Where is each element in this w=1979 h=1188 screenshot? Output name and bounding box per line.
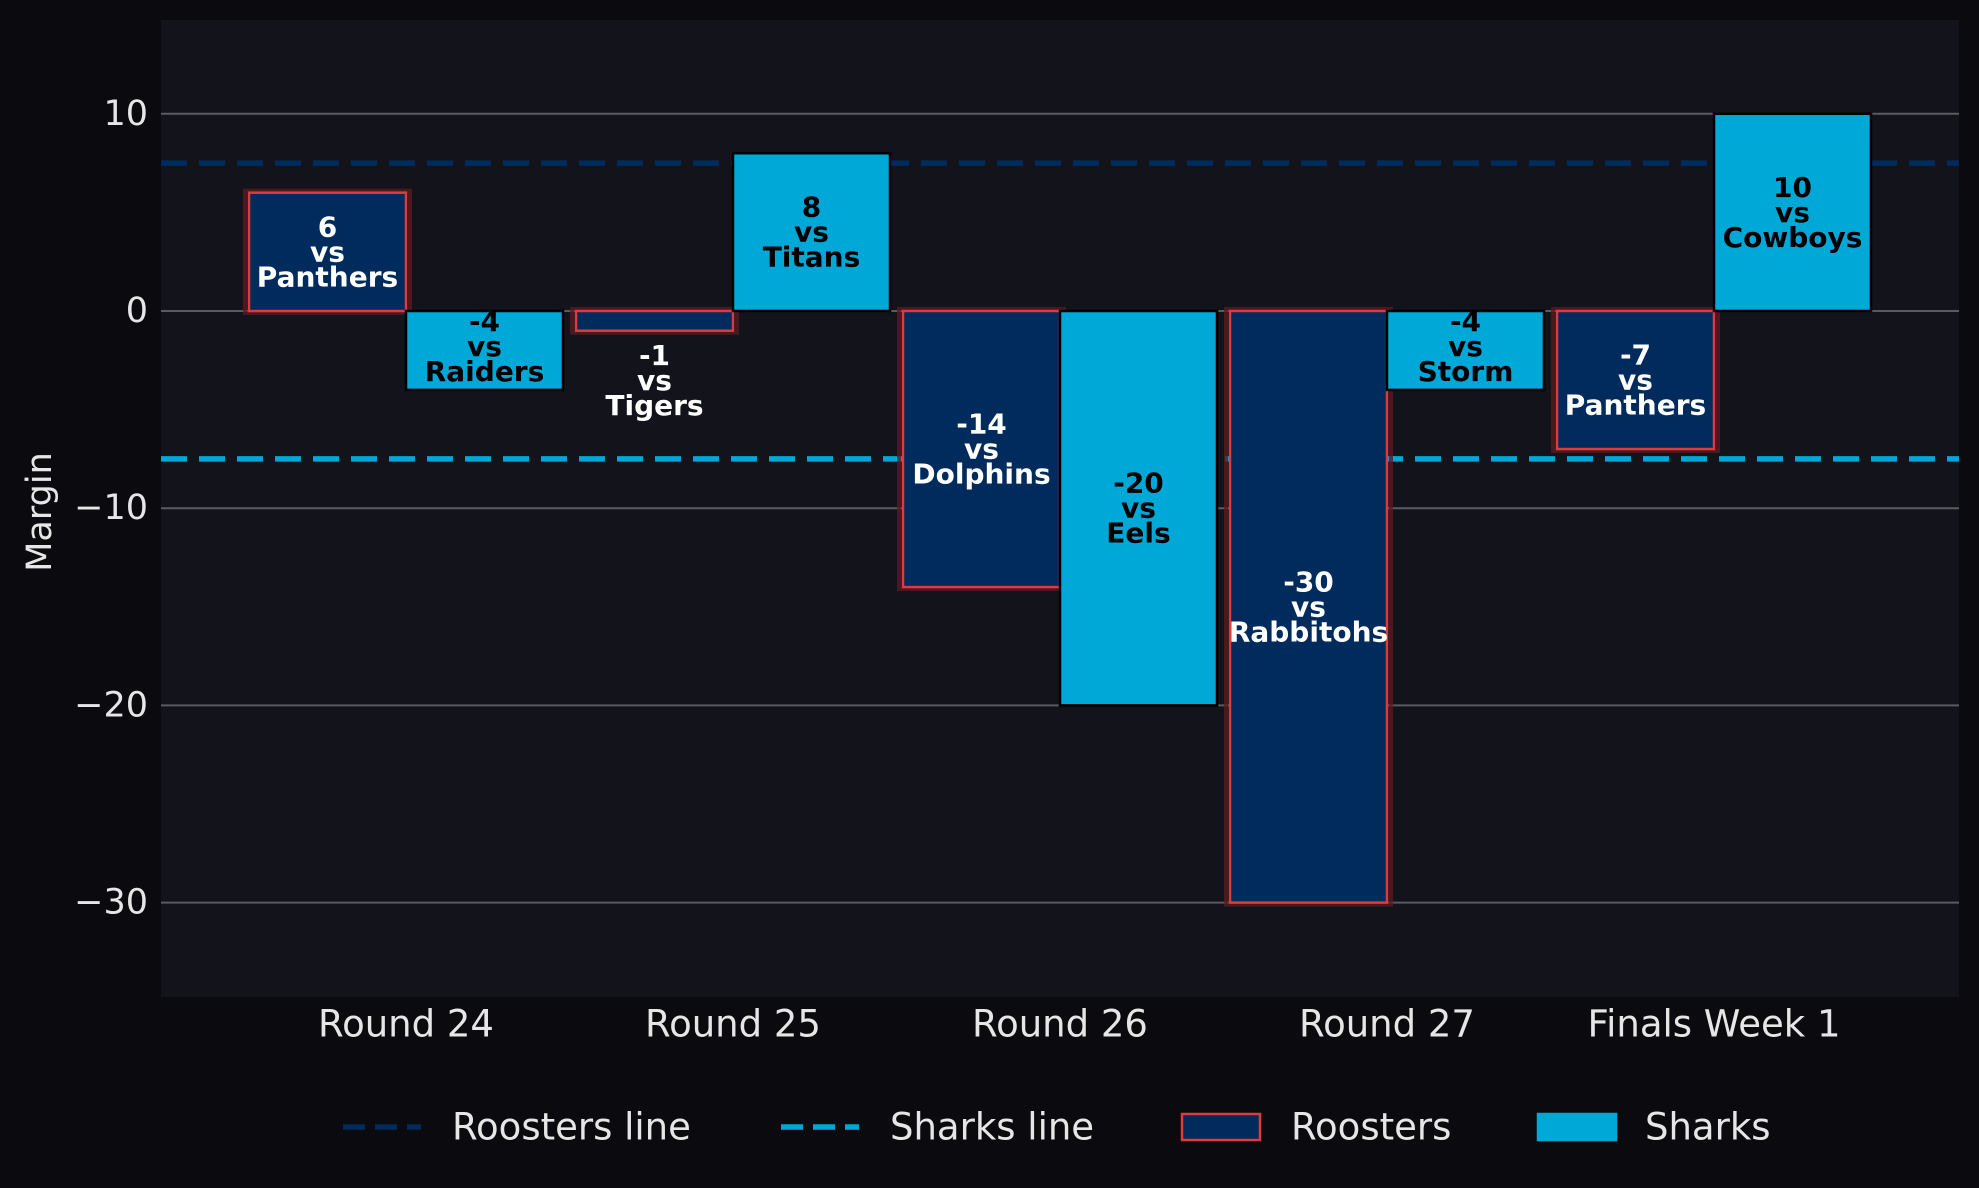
bar-glow: [1224, 307, 1393, 907]
bar-opponent-label: Panthers: [257, 260, 398, 293]
legend-label: Roosters line: [452, 1106, 691, 1149]
bars: [243, 112, 1873, 907]
y-tick-label: −30: [74, 883, 148, 923]
bar-opponent-label: Storm: [1418, 355, 1514, 388]
bar-opponent-label: Eels: [1106, 517, 1170, 550]
bar-value-label: -30: [1283, 565, 1334, 598]
bar-value-label: -4: [469, 305, 500, 338]
legend-box-swatch: [1536, 1112, 1618, 1142]
bar-vs-label: vs: [1291, 590, 1326, 623]
bar-value-label: -20: [1113, 467, 1164, 500]
bar-vs-label: vs: [637, 364, 672, 397]
bar-opponent-label: Dolphins: [912, 458, 1050, 491]
bar-vs-label: vs: [467, 330, 502, 363]
axes: Margin Round 24 Round 25 Round 26 Round 27 F…: [20, 452, 1840, 1045]
bar: [247, 191, 408, 313]
bar-vs-label: vs: [1121, 492, 1156, 525]
y-tick-label: 10: [103, 94, 148, 134]
legend-box-swatch: [1180, 1112, 1262, 1142]
bar-vs-label: vs: [794, 216, 829, 249]
bar-vs-label: vs: [1618, 364, 1653, 397]
bar-labels: 6vsPanthers-1vsTigers-14vsDolphins-30vsR…: [257, 171, 1863, 648]
bar-value-label: 8: [802, 191, 821, 224]
bar-glow: [243, 188, 412, 315]
legend: Roosters line Sharks line Roosters Sharks: [343, 1106, 1771, 1149]
bar: [1712, 112, 1873, 313]
x-tick-label: Round 25: [645, 1003, 821, 1046]
bar: [1228, 309, 1389, 904]
bar-opponent-label: Titans: [763, 241, 861, 274]
x-tick-label: Round 24: [318, 1003, 494, 1046]
bar-opponent-label: Panthers: [1565, 389, 1706, 422]
bar-vs-label: vs: [1448, 330, 1483, 363]
bar: [404, 309, 565, 392]
legend-label: Roosters: [1291, 1106, 1451, 1149]
y-tick-label: −20: [74, 685, 148, 725]
bar-glow: [1551, 307, 1720, 454]
bar-value-label: -4: [1450, 305, 1481, 338]
bar-vs-label: vs: [310, 235, 345, 268]
bar-opponent-label: Tigers: [605, 389, 703, 422]
x-tick-label: Finals Week 1: [1588, 1003, 1841, 1046]
x-tick-label: Round 27: [1299, 1003, 1475, 1046]
bar-vs-label: vs: [1775, 196, 1810, 229]
y-tick-label: −10: [74, 488, 148, 528]
bar-value-label: 10: [1773, 171, 1812, 204]
bar: [1555, 309, 1716, 451]
bar-value-label: -14: [956, 408, 1007, 441]
bar: [731, 151, 892, 313]
bar-glow: [570, 307, 739, 335]
legend-label: Sharks line: [890, 1106, 1094, 1149]
bar: [574, 309, 735, 332]
bar-vs-label: vs: [964, 433, 999, 466]
bar-value-label: -7: [1620, 339, 1651, 372]
y-tick-label: 0: [126, 291, 148, 331]
bar-opponent-label: Cowboys: [1723, 221, 1863, 254]
bar-opponent-label: Rabbitohs: [1229, 615, 1388, 648]
bar-value-label: 6: [318, 210, 337, 243]
bar: [1385, 309, 1546, 392]
bar-opponent-label: Raiders: [425, 355, 545, 388]
bar-value-label: -1: [639, 339, 670, 372]
legend-label: Sharks: [1645, 1106, 1771, 1149]
x-tick-label: Round 26: [972, 1003, 1148, 1046]
y-axis-label: Margin: [20, 452, 60, 572]
bar: [1058, 309, 1219, 707]
